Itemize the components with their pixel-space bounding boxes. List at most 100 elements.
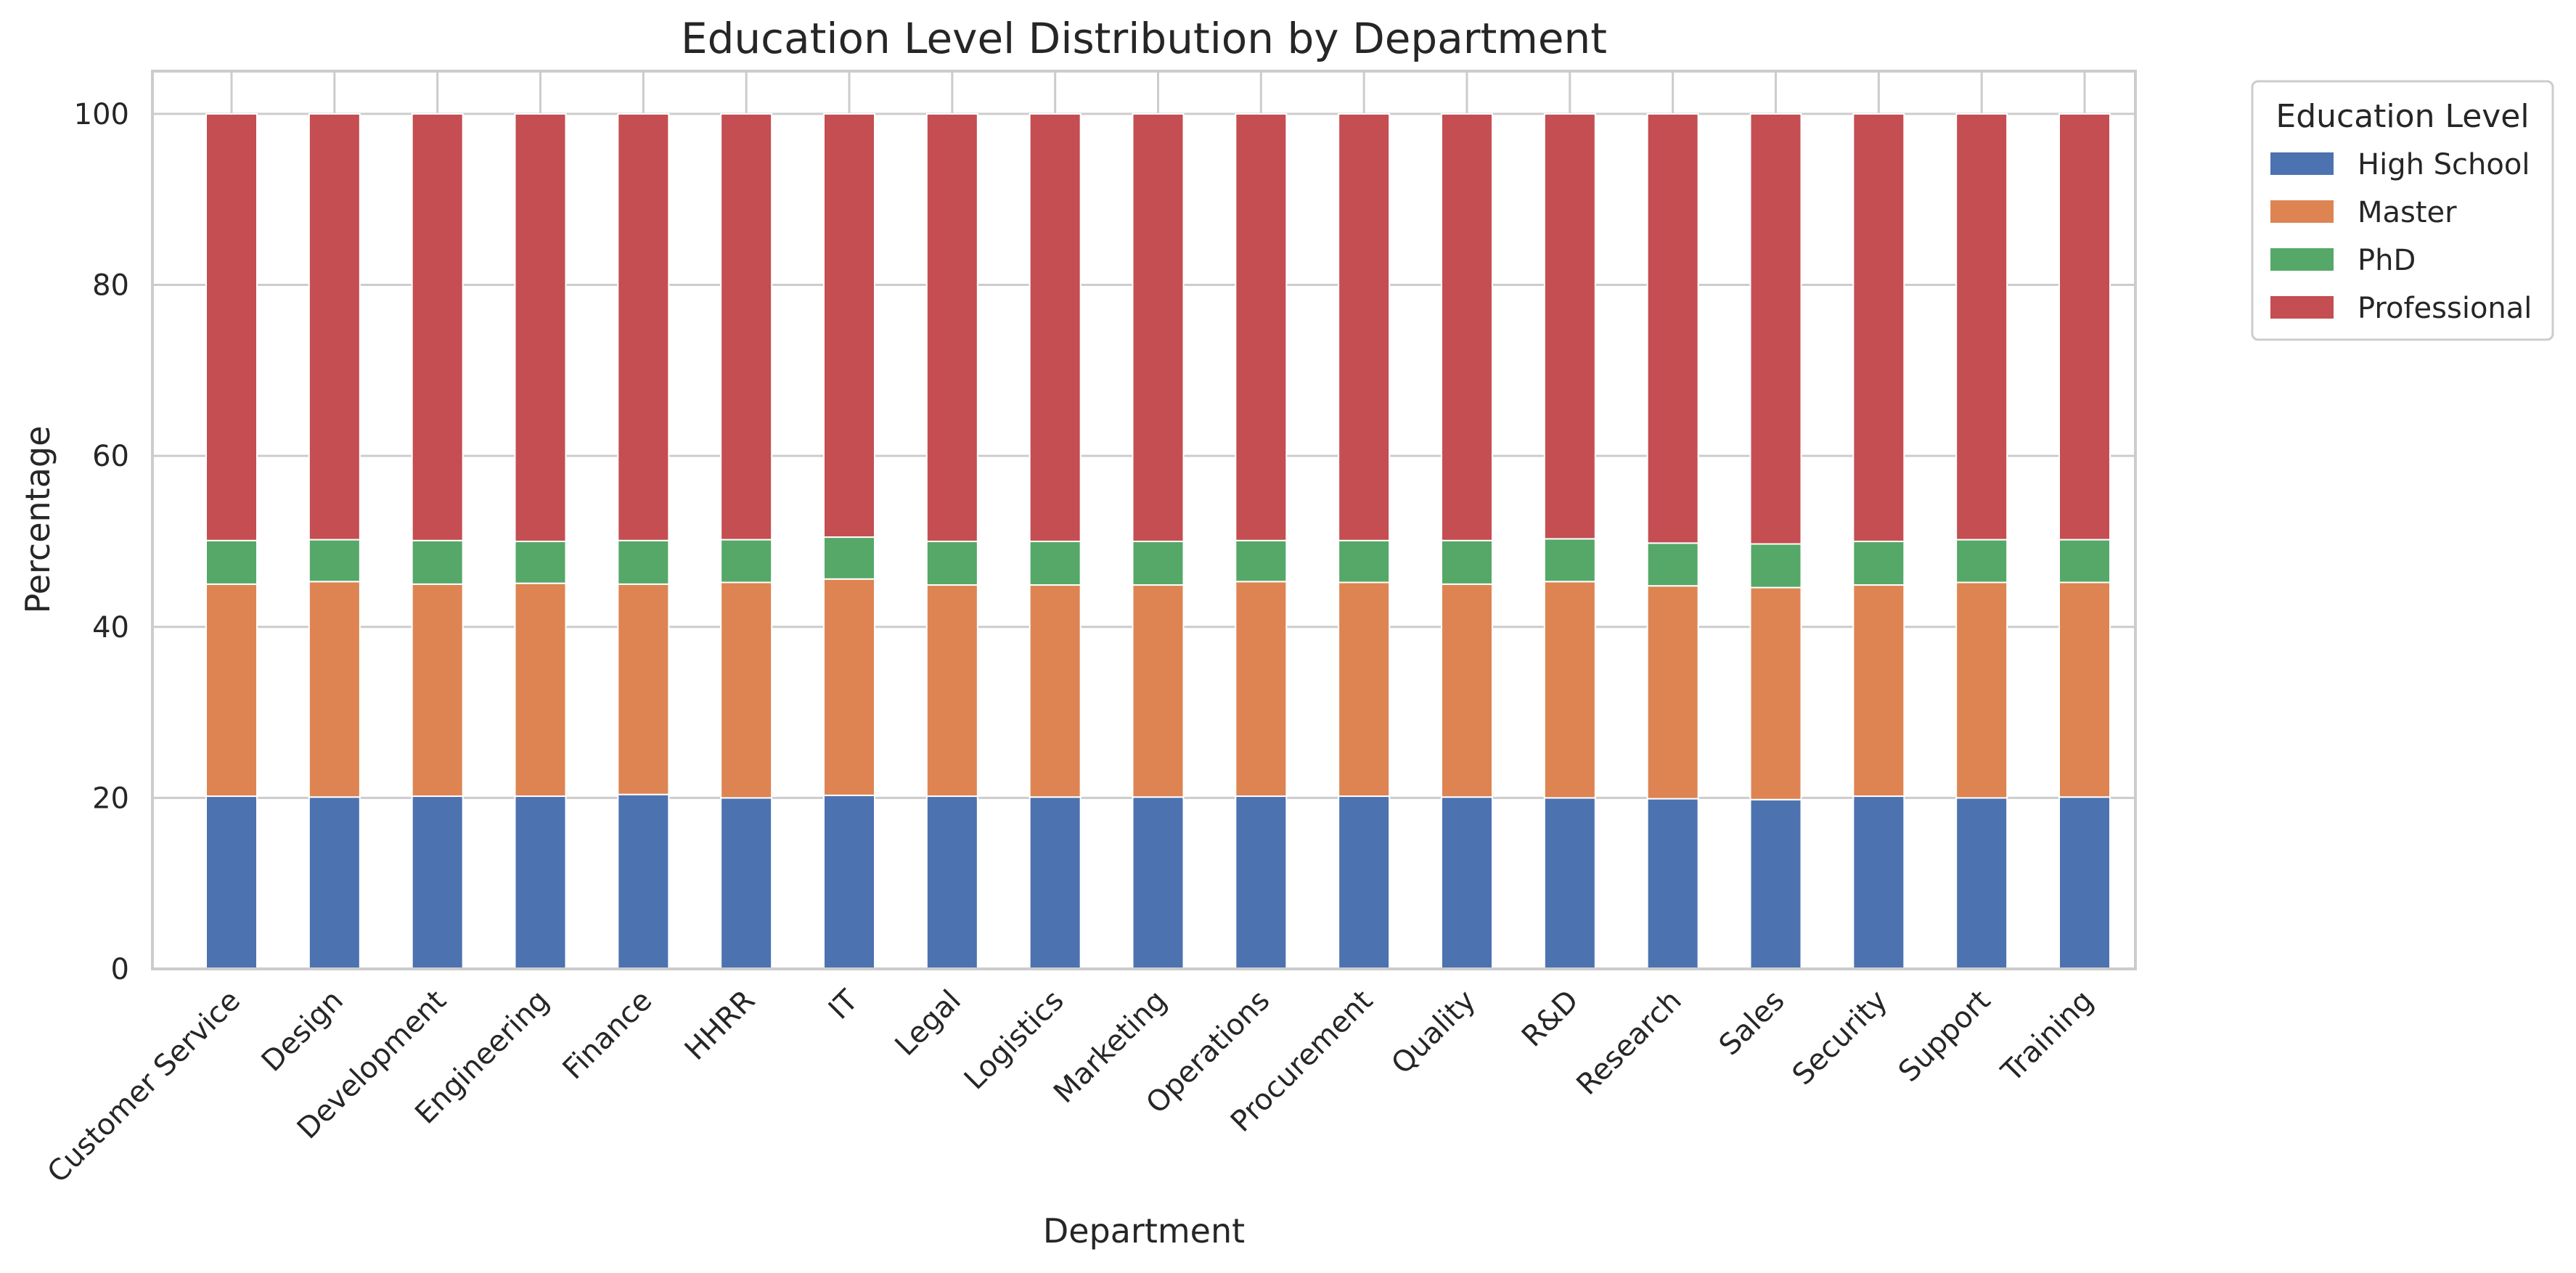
bar-segment [1338, 539, 1391, 584]
bar-segment [823, 536, 875, 580]
bar-segment [1132, 796, 1185, 970]
bar-segment [1235, 539, 1288, 583]
plot-frame [151, 70, 2137, 970]
bar-segment [1852, 540, 1905, 586]
bar-segment [205, 583, 258, 798]
bar-segment [617, 539, 670, 585]
bar-segment [1749, 112, 1802, 545]
y-ticks: 0 20 40 60 80 100 [74, 98, 129, 986]
bar-segment [1646, 585, 1699, 800]
bar-segment [1441, 112, 1493, 541]
bar-segment [1543, 112, 1596, 540]
bar-segment [308, 796, 361, 970]
bar-segment [1132, 112, 1185, 542]
bar-segment [1235, 581, 1288, 798]
bar-segment [411, 795, 464, 970]
legend-items: High School Master PhD Professional [2270, 148, 2532, 325]
bar-segment [411, 539, 464, 585]
bar-segment [1441, 539, 1493, 585]
bar-segment [1852, 795, 1905, 970]
legend-swatch [2270, 296, 2334, 319]
bar-segment [205, 795, 258, 970]
bar-segment [1955, 112, 2008, 541]
bar-segment [1235, 795, 1288, 970]
legend-swatch [2270, 248, 2334, 271]
bar-segment [925, 584, 978, 798]
bar-segment [308, 581, 361, 798]
y-tick-label: 100 [74, 98, 129, 131]
bar-segment [2058, 539, 2111, 584]
bar-segment [720, 539, 773, 584]
bar-segment [1441, 796, 1493, 970]
bar-segment [1441, 583, 1493, 798]
y-axis-label: Percentage [18, 426, 57, 614]
y-tick-label: 40 [92, 611, 129, 644]
bar-segment [1646, 112, 1699, 544]
bar-segment [1029, 584, 1081, 798]
bar-segment [720, 581, 773, 799]
bar-segment [823, 794, 875, 970]
y-tick-label: 20 [92, 782, 129, 815]
bar-segment [1749, 543, 1802, 589]
bar-segment [1338, 581, 1391, 798]
bar-segment [1646, 798, 1699, 970]
bars [205, 112, 2111, 970]
bar-segment [1338, 112, 1391, 541]
bar-segment [617, 793, 670, 970]
legend-title: Education Level [2276, 98, 2529, 135]
bar-segment [1132, 540, 1185, 586]
bar-segment [925, 540, 978, 586]
bar-segment [514, 582, 567, 798]
bar-segment [514, 540, 567, 584]
legend-swatch [2270, 200, 2334, 223]
bar-segment [823, 578, 875, 796]
bar-segment [514, 795, 567, 970]
bar-segment [2058, 581, 2111, 798]
bar-segment [720, 112, 773, 541]
bar-segment [1543, 797, 1596, 970]
legend-label: Professional [2358, 292, 2532, 325]
y-tick-label: 60 [92, 440, 129, 473]
bar-segment [1543, 581, 1596, 799]
legend-label: High School [2358, 148, 2530, 181]
bar-segment [411, 112, 464, 541]
bar-segment [823, 112, 875, 539]
bar-segment [1955, 581, 2008, 799]
legend-label: PhD [2358, 244, 2416, 277]
bar-segment [720, 797, 773, 970]
legend-swatch [2270, 152, 2334, 175]
bar-segment [617, 583, 670, 795]
bar-segment [1646, 542, 1699, 587]
y-tick-label: 80 [92, 269, 129, 303]
bar-segment [411, 583, 464, 798]
bar-segment [1029, 112, 1081, 542]
x-axis-label: Department [1043, 1211, 1245, 1251]
bar-segment [1852, 584, 1905, 798]
bar-segment [1029, 796, 1081, 970]
bar-segment [925, 795, 978, 970]
chart-title: Education Level Distribution by Departme… [681, 14, 1607, 63]
bar-segment [205, 539, 258, 585]
bar-segment [617, 112, 670, 541]
bar-segment [1955, 539, 2008, 584]
bar-segment [925, 112, 978, 542]
legend: Education Level High School Master PhD Prof… [2251, 80, 2554, 341]
bar-segment [1132, 584, 1185, 798]
bar-segment [1749, 798, 1802, 970]
y-tick-label: 0 [111, 953, 129, 986]
bar-segment [1749, 586, 1802, 801]
bar-segment [308, 112, 361, 541]
bar-segment [1955, 797, 2008, 970]
bar-segment [2058, 112, 2111, 541]
bar-segment [2058, 796, 2111, 970]
bar-segment [308, 539, 361, 583]
legend-frame [2251, 80, 2554, 341]
bar-segment [1235, 112, 1288, 541]
bar-segment [514, 112, 567, 542]
legend-label: Master [2358, 196, 2457, 229]
bar-segment [1543, 538, 1596, 583]
bar-segment [1338, 795, 1391, 970]
bar-segment [205, 112, 258, 541]
bar-segment [1029, 540, 1081, 586]
